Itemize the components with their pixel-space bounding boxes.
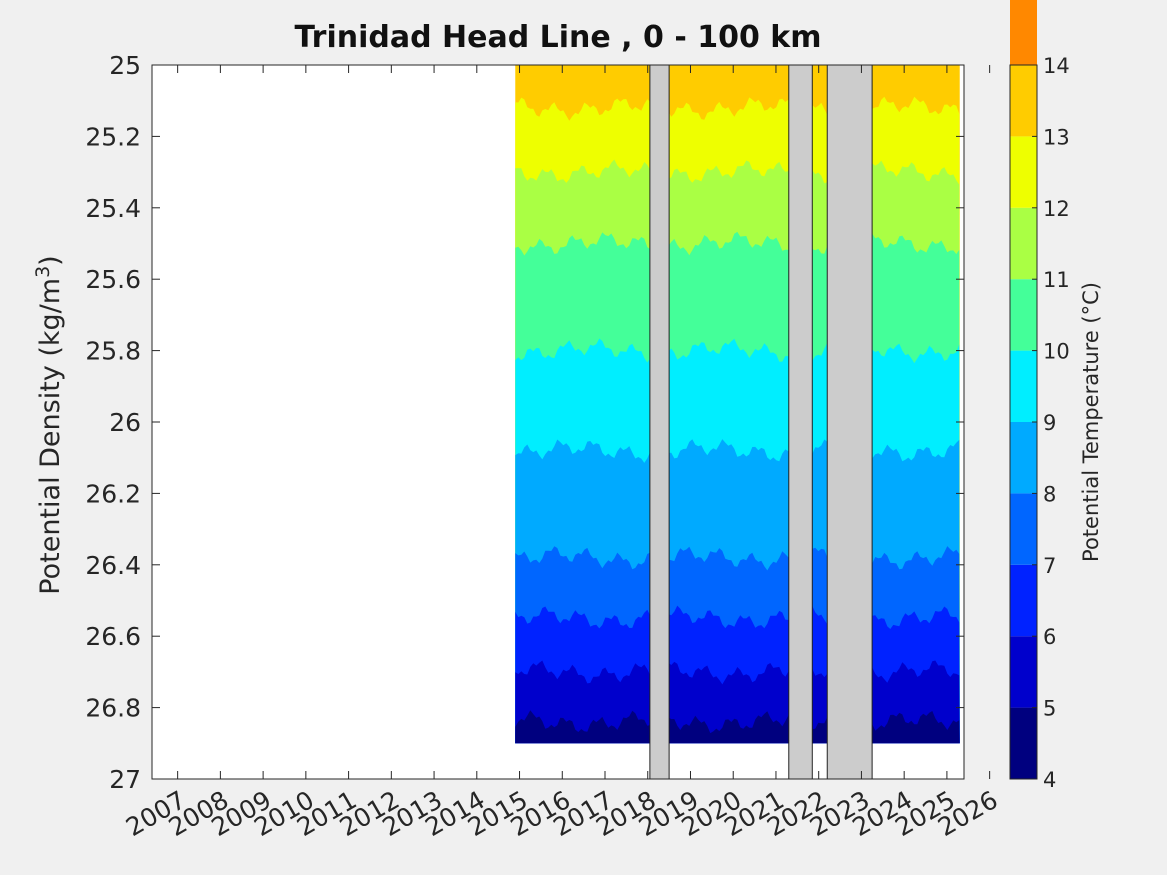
colorbar-tick-label: 13: [1043, 125, 1070, 149]
data-gaps: [649, 64, 873, 780]
y-tick-label: 25.4: [85, 194, 141, 223]
colorbar-swatch: [1010, 707, 1037, 779]
colorbar-tick-label: 9: [1043, 411, 1056, 435]
colorbar-swatch: [1010, 65, 1037, 137]
colorbar-tick-label: 12: [1043, 197, 1070, 221]
colorbar-tick-label: 8: [1043, 482, 1056, 506]
colorbar-swatch: [1010, 350, 1037, 422]
y-tick-label: 25: [109, 51, 141, 80]
colorbar-tick-label: 11: [1043, 268, 1070, 292]
colorbar-tick-label: 5: [1043, 697, 1056, 721]
colorbar-swatch: [1010, 422, 1037, 494]
colorbar-tick-label: 4: [1043, 768, 1056, 792]
colorbar-swatch: [1010, 564, 1037, 637]
colorbar-swatch: [1010, 136, 1037, 208]
y-axis-label-text: Potential Density (kg/m: [35, 278, 66, 595]
colorbar-label: Potential Temperature (°C): [1079, 282, 1103, 562]
y-tick-label: 25.6: [85, 265, 141, 294]
y-axis-label-superscript: 3: [32, 266, 54, 278]
y-tick-label: 26.8: [85, 694, 141, 723]
colorbar-tick-label: 6: [1043, 625, 1056, 649]
colorbar-swatch: [1010, 636, 1037, 708]
y-tick-label: 26: [109, 408, 141, 437]
colorbar-tick-label: 14: [1043, 54, 1070, 78]
colorbar-swatch: [1010, 207, 1037, 280]
colorbar-swatch: [1010, 0, 1037, 66]
y-tick-label: 25.8: [85, 337, 141, 366]
y-tick-label: 27: [109, 765, 141, 794]
y-tick-label: 26.6: [85, 622, 141, 651]
colorbar-tick-label: 10: [1043, 340, 1070, 364]
y-axis-label-close: ): [35, 255, 66, 266]
colorbar-swatch: [1010, 279, 1037, 351]
data-gap-1: [788, 64, 813, 780]
contour-fill: [515, 65, 960, 744]
data-gap-0: [649, 64, 670, 780]
colorbar-swatch: [1010, 493, 1037, 565]
colorbar: 4 5 6 7 8 9 10 11 12 13 14: [1009, 0, 1070, 792]
y-axis-label: Potential Density (kg/m3): [32, 255, 66, 594]
colorbar-tick-label: 7: [1043, 554, 1056, 578]
y-tick-label: 25.2: [85, 122, 141, 151]
y-axis: 25 25.2 25.4 25.6 25.8 26 26.2 26.4 26.6 26.8 27: [85, 51, 964, 794]
data-gap-2: [826, 64, 873, 780]
y-tick-label: 26.4: [85, 551, 141, 580]
y-tick-label: 26.2: [85, 479, 141, 508]
chart-title: Trinidad Head Line , 0 - 100 km: [294, 20, 821, 55]
